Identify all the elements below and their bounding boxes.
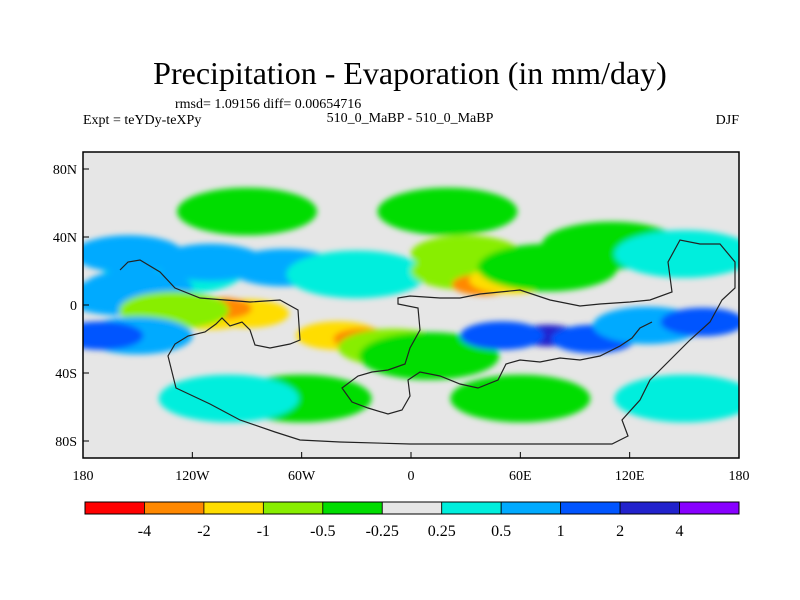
y-tick-label-4: 80S [55, 435, 77, 450]
colorbar-frame [84, 501, 740, 515]
y-tick-label-0: 80N [53, 163, 77, 178]
y-ticks: 80N 40N 0 40S 80S [53, 163, 89, 450]
colorbar-label-4: -0.25 [366, 523, 399, 540]
colorbar-label-5: 0.25 [428, 523, 456, 540]
colorbar-swatch-2 [203, 501, 264, 515]
field-layer [83, 187, 739, 423]
field-blob-32 [614, 374, 739, 423]
y-tick-label-3: 40S [55, 367, 77, 382]
colorbar-label-9: 4 [676, 523, 684, 540]
chart-title: Precipitation - Evaporation (in mm/day) [153, 55, 667, 91]
field-blob-22 [460, 321, 545, 350]
x-tick-label-0: 180 [73, 469, 94, 484]
field-blob-24 [660, 307, 739, 337]
field-blob-30 [450, 374, 591, 423]
colorbar-label-3: -0.5 [310, 523, 335, 540]
colorbar-swatch-9 [619, 501, 680, 515]
season-label: DJF [716, 113, 740, 128]
colorbar-swatch-10 [679, 501, 740, 515]
colorbar-label-7: 1 [557, 523, 565, 540]
x-ticks: 180 120W 60W 0 60E 120E 180 [73, 452, 750, 484]
field-blob-34 [177, 187, 317, 236]
x-tick-label-2: 60W [288, 469, 316, 484]
colorbar-swatch-7 [500, 501, 562, 515]
continent-outline [119, 239, 736, 445]
field-blob-28 [614, 230, 739, 278]
stats-label: rmsd= 1.09156 diff= 0.00654716 [175, 97, 361, 112]
x-tick-label-4: 60E [509, 469, 532, 484]
colorbar-swatch-5 [381, 501, 443, 515]
map-area [83, 152, 739, 458]
field-blob-26 [83, 321, 144, 350]
colorbar-swatch-8 [560, 501, 621, 515]
field-blob-31 [158, 374, 299, 423]
colorbar-swatch-6 [441, 501, 502, 515]
x-tick-label-5: 120E [615, 469, 645, 484]
colorbar-label-1: -2 [197, 523, 210, 540]
colorbar-label-0: -4 [138, 523, 151, 540]
comparison-label: 510_0_MaBP - 510_0_MaBP [327, 111, 494, 126]
y-tick-label-1: 40N [53, 231, 77, 246]
colorbar-swatch-4 [322, 501, 383, 515]
colorbar-swatch-0 [84, 501, 145, 515]
colorbar-label-2: -1 [257, 523, 270, 540]
colorbar-swatch-1 [144, 501, 205, 515]
x-tick-label-3: 0 [408, 469, 415, 484]
field-blob-33 [377, 187, 518, 236]
x-tick-label-1: 120W [175, 469, 210, 484]
x-tick-label-6: 180 [729, 469, 750, 484]
field-blob-5 [286, 250, 427, 299]
colorbar-label-8: 2 [616, 523, 624, 540]
colorbar-label-6: 0.5 [491, 523, 511, 540]
colorbar-swatch-3 [262, 501, 324, 515]
y-tick-label-2: 0 [70, 299, 77, 314]
colorbar: -4 -2 -1 -0.5 -0.25 0.25 0.5 1 2 4 [84, 501, 740, 540]
experiment-label: Expt = teYDy-teXPy [83, 113, 201, 128]
